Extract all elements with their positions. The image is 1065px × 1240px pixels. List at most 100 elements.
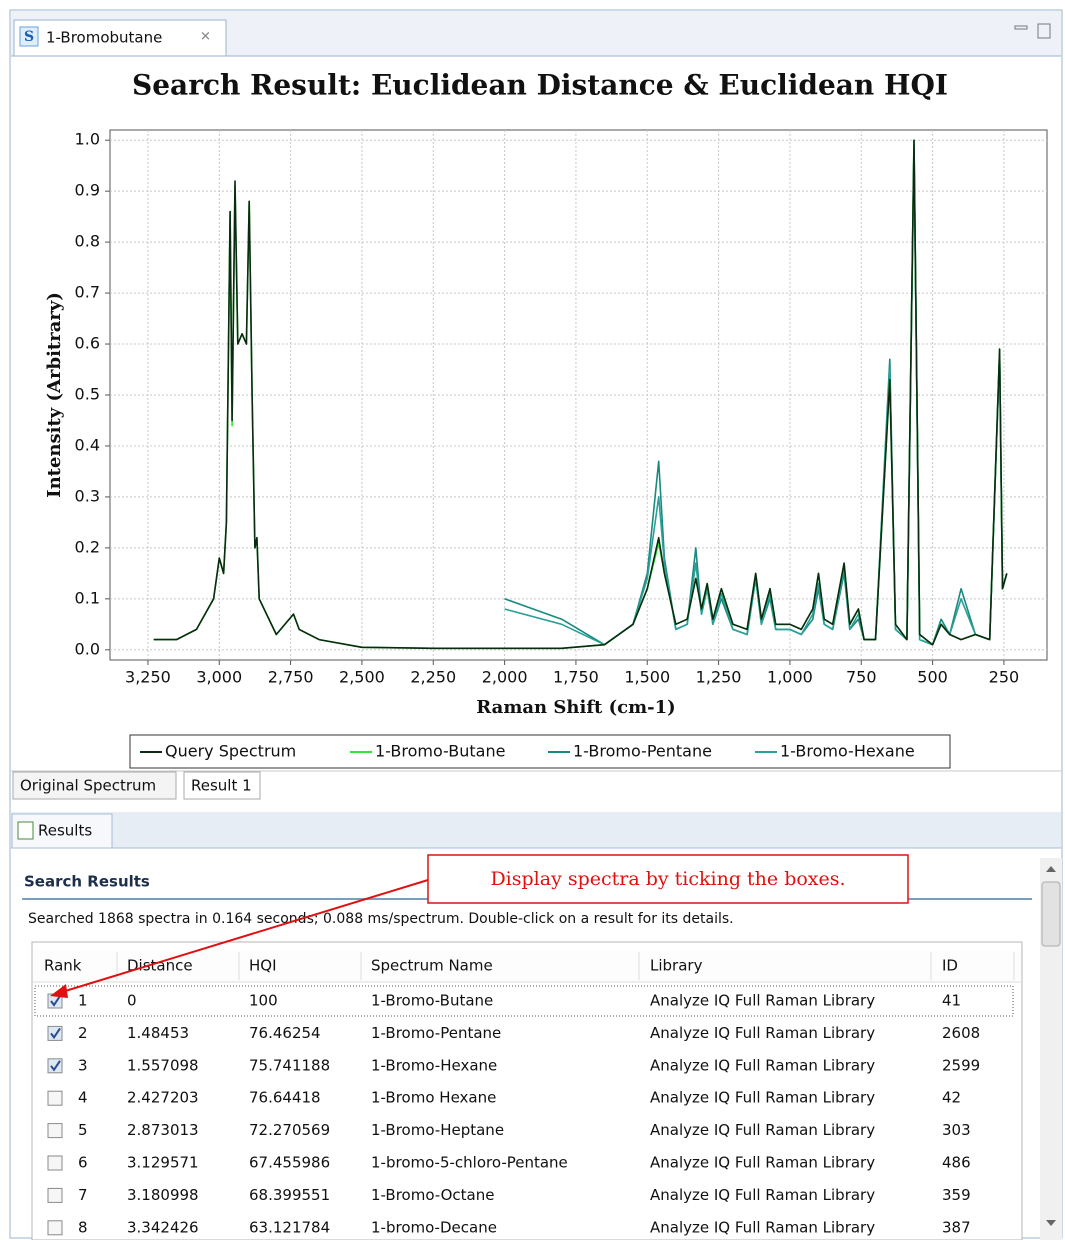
x-tick-label: 1,750 bbox=[553, 668, 599, 687]
checkbox[interactable] bbox=[47, 1187, 63, 1203]
x-axis-label: Raman Shift (cm-1) bbox=[476, 697, 675, 718]
table-cell: 3 bbox=[78, 1056, 88, 1074]
maximize-icon[interactable] bbox=[1037, 23, 1051, 39]
scrollbar[interactable] bbox=[1040, 858, 1062, 1240]
table-cell: 1-Bromo-Pentane bbox=[371, 1024, 501, 1042]
table-cell: 3.129571 bbox=[127, 1154, 199, 1172]
results-tab-title: Results bbox=[38, 822, 92, 840]
chart-tab[interactable] bbox=[183, 771, 261, 800]
section-title: Search Results bbox=[24, 873, 150, 891]
checkmark bbox=[50, 1060, 61, 1072]
summary: Searched 1868 spectra in 0.164 seconds; … bbox=[28, 911, 734, 927]
table-cell: 387 bbox=[942, 1218, 971, 1236]
arrow-head bbox=[50, 984, 68, 998]
annotation: Display spectra by ticking the boxes. bbox=[490, 868, 845, 890]
editor-tab-title: 1-Bromobutane bbox=[46, 29, 162, 47]
table-cell: 486 bbox=[942, 1154, 971, 1172]
checkbox[interactable] bbox=[47, 1090, 63, 1106]
table-cell: 1-Bromo-Hexane bbox=[371, 1056, 497, 1074]
series-line bbox=[153, 139, 1008, 650]
table-cell: 2608 bbox=[942, 1024, 980, 1042]
x-tick-label: 2,500 bbox=[339, 668, 385, 687]
table-cell: 359 bbox=[942, 1186, 971, 1204]
x-tick-label: 2,000 bbox=[482, 668, 528, 687]
table-cell: Analyze IQ Full Raman Library bbox=[650, 1024, 875, 1042]
table-cell: Analyze IQ Full Raman Library bbox=[650, 1154, 875, 1172]
checkmark bbox=[50, 995, 61, 1007]
table-cell: 63.121784 bbox=[249, 1218, 330, 1236]
scroll-up[interactable] bbox=[1046, 866, 1056, 872]
table-cell: 1-Bromo-Heptane bbox=[371, 1121, 504, 1139]
table-cell: 4 bbox=[78, 1089, 88, 1107]
table-cell: 76.46254 bbox=[249, 1024, 321, 1042]
table-cell: 2599 bbox=[942, 1056, 980, 1074]
table-cell: 7 bbox=[78, 1186, 88, 1204]
table-cell: Analyze IQ Full Raman Library bbox=[650, 1089, 875, 1107]
results-header bbox=[11, 812, 1061, 848]
table-cell: 68.399551 bbox=[249, 1186, 330, 1204]
y-tick-label: 0.3 bbox=[75, 486, 100, 505]
table-cell: 0 bbox=[127, 992, 137, 1010]
y-tick-label: 0.8 bbox=[75, 232, 100, 251]
table-cell: 3.342426 bbox=[127, 1218, 199, 1236]
tab-icon-letter: S bbox=[24, 29, 34, 45]
x-tick-label: 1,000 bbox=[767, 668, 813, 687]
checkbox[interactable] bbox=[47, 1220, 63, 1236]
y-tick-label: 0.7 bbox=[75, 283, 100, 302]
table-cell: 5 bbox=[78, 1121, 88, 1139]
column-header: ID bbox=[942, 957, 958, 975]
scroll-down[interactable] bbox=[1046, 1220, 1056, 1226]
column-header: Spectrum Name bbox=[371, 957, 493, 975]
table-cell: 1.557098 bbox=[127, 1056, 199, 1074]
table-cell: 67.455986 bbox=[249, 1154, 330, 1172]
table-cell: 100 bbox=[249, 992, 278, 1010]
x-tick-label: 2,750 bbox=[268, 668, 314, 687]
minimize-icon[interactable] bbox=[1014, 25, 1028, 30]
table-cell: 1-Bromo-Octane bbox=[371, 1186, 495, 1204]
tab-close[interactable]: ✕ bbox=[200, 30, 211, 45]
results-icon bbox=[17, 821, 34, 840]
x-tick-label: 250 bbox=[989, 668, 1020, 687]
checkbox[interactable] bbox=[47, 1155, 63, 1171]
column-header: Library bbox=[650, 957, 703, 975]
y-tick-label: 0.1 bbox=[75, 588, 100, 607]
table-cell: 75.741188 bbox=[249, 1056, 330, 1074]
table-cell: 1.48453 bbox=[127, 1024, 189, 1042]
chart-tab-label: Original Spectrum bbox=[20, 777, 156, 795]
y-tick-label: 0.0 bbox=[75, 639, 100, 658]
table-cell: Analyze IQ Full Raman Library bbox=[650, 1121, 875, 1139]
legend-label: 1-Bromo-Pentane bbox=[573, 742, 712, 761]
table-cell: 3.180998 bbox=[127, 1186, 199, 1204]
column-header: HQI bbox=[249, 957, 277, 975]
table-cell: 1 bbox=[78, 992, 88, 1010]
checkmark bbox=[50, 1027, 61, 1040]
x-tick-label: 750 bbox=[846, 668, 877, 687]
table-cell: 2.427203 bbox=[127, 1089, 199, 1107]
column-header: Distance bbox=[127, 957, 193, 975]
table-cell: 42 bbox=[942, 1089, 961, 1107]
checkbox[interactable] bbox=[47, 1123, 63, 1139]
scrollbar-thumb[interactable] bbox=[1041, 881, 1061, 947]
y-tick-label: 0.2 bbox=[75, 537, 100, 556]
y-tick-label: 0.9 bbox=[75, 181, 100, 200]
tab-icon bbox=[19, 26, 39, 47]
table-cell: 1-Bromo-Butane bbox=[371, 992, 493, 1010]
column-header: Rank bbox=[44, 957, 82, 975]
table-cell: 72.270569 bbox=[249, 1121, 330, 1139]
focus-row bbox=[34, 985, 1014, 1017]
chart-tab[interactable] bbox=[12, 771, 177, 800]
x-tick-label: 2,250 bbox=[410, 668, 456, 687]
chart-tab-label: Result 1 bbox=[191, 777, 252, 795]
y-tick-label: 0.5 bbox=[75, 385, 100, 404]
table-cell: 76.64418 bbox=[249, 1089, 321, 1107]
y-tick-label: 0.4 bbox=[75, 435, 100, 454]
editor-tab[interactable] bbox=[13, 19, 227, 57]
table-cell: 1-bromo-5-chloro-Pentane bbox=[371, 1154, 568, 1172]
table-cell: 2.873013 bbox=[127, 1121, 199, 1139]
table-cell: 2 bbox=[78, 1024, 88, 1042]
table-header bbox=[33, 950, 1021, 982]
legend bbox=[129, 734, 951, 769]
x-tick-label: 1,250 bbox=[696, 668, 742, 687]
table-cell: Analyze IQ Full Raman Library bbox=[650, 1186, 875, 1204]
y-tick-label: 1.0 bbox=[75, 130, 100, 149]
